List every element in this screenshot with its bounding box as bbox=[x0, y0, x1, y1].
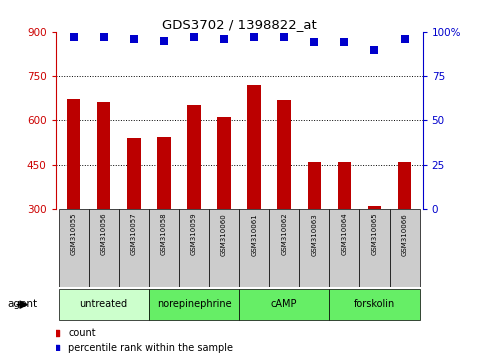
Title: GDS3702 / 1398822_at: GDS3702 / 1398822_at bbox=[162, 18, 316, 31]
Point bbox=[235, 179, 243, 185]
Text: GSM310064: GSM310064 bbox=[341, 213, 347, 255]
Text: GSM310057: GSM310057 bbox=[131, 213, 137, 255]
Point bbox=[130, 36, 138, 42]
Point bbox=[341, 40, 348, 45]
Bar bbox=[179, 209, 209, 287]
Bar bbox=[58, 289, 149, 320]
Point bbox=[70, 34, 77, 40]
Bar bbox=[368, 206, 381, 209]
Bar bbox=[277, 100, 291, 209]
Text: GSM310058: GSM310058 bbox=[161, 213, 167, 255]
Bar bbox=[127, 138, 141, 209]
Bar bbox=[149, 289, 239, 320]
Bar bbox=[149, 209, 179, 287]
Text: cAMP: cAMP bbox=[271, 299, 298, 309]
Bar bbox=[329, 209, 359, 287]
Bar bbox=[67, 99, 80, 209]
Bar bbox=[398, 162, 412, 209]
Text: untreated: untreated bbox=[80, 299, 128, 309]
Text: GSM310060: GSM310060 bbox=[221, 213, 227, 256]
Bar bbox=[239, 209, 269, 287]
Bar bbox=[247, 85, 261, 209]
Point bbox=[401, 36, 409, 42]
Point bbox=[100, 34, 108, 40]
Text: GSM310065: GSM310065 bbox=[371, 213, 378, 255]
Point bbox=[160, 38, 168, 44]
Text: GSM310061: GSM310061 bbox=[251, 213, 257, 256]
Text: GSM310056: GSM310056 bbox=[100, 213, 107, 255]
Point bbox=[370, 47, 378, 52]
Point bbox=[311, 40, 318, 45]
Text: norepinephrine: norepinephrine bbox=[156, 299, 231, 309]
Text: count: count bbox=[69, 329, 96, 338]
Bar bbox=[97, 102, 111, 209]
Point bbox=[220, 36, 228, 42]
Bar bbox=[187, 105, 201, 209]
Point bbox=[190, 34, 198, 40]
Text: GSM310059: GSM310059 bbox=[191, 213, 197, 255]
Text: GSM310066: GSM310066 bbox=[401, 213, 408, 256]
Point bbox=[250, 34, 258, 40]
Bar bbox=[308, 162, 321, 209]
Bar bbox=[239, 289, 329, 320]
Text: GSM310063: GSM310063 bbox=[312, 213, 317, 256]
Bar bbox=[58, 209, 89, 287]
Bar bbox=[269, 209, 299, 287]
Bar bbox=[338, 162, 351, 209]
Text: percentile rank within the sample: percentile rank within the sample bbox=[69, 343, 233, 353]
Text: agent: agent bbox=[7, 299, 37, 309]
Bar bbox=[157, 137, 170, 209]
Bar bbox=[389, 209, 420, 287]
Point bbox=[280, 34, 288, 40]
Text: GSM310055: GSM310055 bbox=[71, 213, 77, 255]
Bar bbox=[209, 209, 239, 287]
Bar bbox=[359, 209, 389, 287]
Bar bbox=[119, 209, 149, 287]
Bar bbox=[299, 209, 329, 287]
Bar bbox=[217, 118, 231, 209]
Bar bbox=[89, 209, 119, 287]
Bar bbox=[329, 289, 420, 320]
Point bbox=[235, 308, 243, 313]
Text: GSM310062: GSM310062 bbox=[281, 213, 287, 255]
Text: forskolin: forskolin bbox=[354, 299, 395, 309]
